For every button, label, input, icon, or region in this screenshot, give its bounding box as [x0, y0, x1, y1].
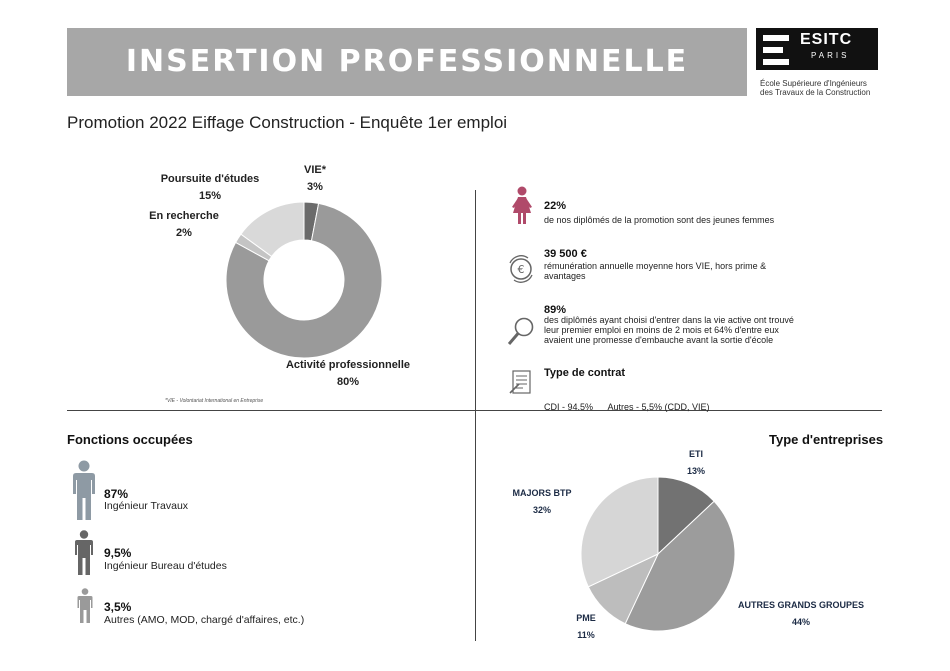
stat-employment-desc-line-1: des diplômés ayant choisi d'entrer dans …	[544, 315, 794, 325]
person-small-icon	[77, 588, 93, 623]
euro-icon: €	[509, 255, 533, 283]
stat-salary-value: 39 500 €	[544, 248, 587, 260]
slice-majors-btp	[580, 476, 659, 588]
fonction-1-label: Ingénieur Travaux	[104, 500, 189, 512]
pie-label-autres-grands-name: AUTRES GRANDS GROUPES	[737, 600, 864, 610]
donut-label-vie: VIE* 3%	[290, 162, 340, 196]
donut-label-poursuite-value: 15%	[198, 190, 222, 202]
header-banner	[67, 28, 747, 96]
slice-eti	[657, 476, 715, 556]
school-name-line-2: des Travaux de la Construction	[760, 88, 871, 97]
page-title: INSERTION PROFESSIONNELLE	[125, 44, 689, 79]
pie-label-eti-name: ETI	[688, 449, 703, 459]
stat-salary-desc-line-1: rémunération annuelle moyenne hors VIE, …	[544, 261, 767, 271]
stat-employment-desc: des diplômés ayant choisi d'entrer dans …	[544, 315, 814, 345]
person-large-icon	[73, 460, 95, 520]
stat-women-desc-line-1: de nos diplômés de la promotion sont des…	[544, 215, 775, 225]
stat-contract-desc: CDI - 94.5% Autres - 5,5% (CDD, VIE)	[544, 382, 844, 422]
fonction-2-label: Ingénieur Bureau d'études	[104, 560, 227, 572]
entreprises-title: Type d'entreprises	[769, 432, 884, 447]
pie-label-eti: ETI 13%	[676, 446, 716, 480]
stat-contract-desc-line-1: CDI - 94.5% Autres - 5,5% (CDD, VIE)	[544, 402, 710, 412]
person-medium-icon	[75, 530, 93, 575]
donut-label-vie-name: VIE*	[303, 164, 326, 176]
stat-employment-value: 89%	[544, 304, 567, 316]
pie-label-eti-value: 13%	[686, 466, 705, 476]
donut-label-activite-name: Activité professionnelle	[285, 359, 411, 371]
fonction-3-label: Autres (AMO, MOD, chargé d'affaires, etc…	[104, 614, 305, 626]
stat-salary-desc: rémunération annuelle moyenne hors VIE, …	[544, 261, 804, 281]
school-name: École Supérieure d'Ingénieurs des Travau…	[760, 79, 890, 97]
pie-label-pme-name: PME	[576, 613, 596, 623]
slice-autres-grands-groupes	[624, 500, 736, 632]
stat-salary-desc-line-2: avantages	[544, 271, 586, 281]
logo-subtext: PARIS	[811, 51, 850, 60]
svg-text:€: €	[518, 263, 525, 276]
donut-label-recherche-name: En recherche	[149, 210, 219, 222]
donut-label-poursuite: Poursuite d'études 15%	[155, 171, 265, 205]
stat-women-value: 22%	[544, 200, 567, 212]
fonction-1-pct: 87%	[104, 487, 129, 501]
school-name-line-1: École Supérieure d'Ingénieurs	[760, 79, 867, 88]
pie-label-majors: MAJORS BTP 32%	[502, 485, 582, 519]
magnifier-icon	[507, 317, 534, 345]
vie-footnote: *VIE - Volontariat International en Entr…	[165, 398, 264, 404]
woman-icon	[512, 186, 532, 224]
stat-contract-title: Type de contrat	[544, 367, 626, 379]
donut-label-vie-value: 3%	[307, 181, 323, 193]
slice-activite-professionnelle	[225, 202, 383, 359]
contract-icon	[509, 370, 531, 394]
fonction-3-pct: 3,5%	[104, 600, 132, 614]
situation-donut-chart	[225, 201, 383, 359]
vertical-divider	[475, 190, 476, 641]
stat-employment-desc-line-2: leur premier emploi en moins de 2 mois e…	[544, 325, 779, 335]
fonctions-title: Fonctions occupées	[67, 432, 193, 447]
pie-label-autres-grands: AUTRES GRANDS GROUPES 44%	[728, 597, 874, 631]
pie-label-majors-value: 32%	[532, 505, 551, 515]
pie-label-autres-grands-value: 44%	[791, 617, 810, 627]
stat-women-desc: de nos diplômés de la promotion sont des…	[544, 215, 844, 225]
slice-poursuite-d-etudes	[240, 201, 305, 258]
pie-label-pme-value: 11%	[577, 630, 595, 640]
stat-employment-desc-line-3: avaient une promesse d'embauche avant la…	[544, 335, 774, 345]
fonction-2-pct: 9,5%	[104, 546, 132, 560]
pie-label-majors-name: MAJORS BTP	[512, 488, 572, 498]
entreprises-pie-chart	[580, 476, 736, 632]
donut-label-recherche-value: 2%	[176, 227, 192, 239]
horizontal-divider	[67, 410, 882, 411]
pie-label-pme: PME 11%	[566, 610, 606, 644]
donut-label-activite: Activité professionnelle 80%	[278, 357, 418, 391]
donut-label-poursuite-name: Poursuite d'études	[160, 173, 260, 185]
donut-label-recherche: En recherche 2%	[144, 208, 224, 242]
logo-text: ESITC	[800, 31, 853, 48]
page-subtitle: Promotion 2022 Eiffage Construction - En…	[67, 113, 508, 132]
esitc-logo-icon	[763, 35, 789, 65]
donut-label-activite-value: 80%	[336, 376, 360, 388]
